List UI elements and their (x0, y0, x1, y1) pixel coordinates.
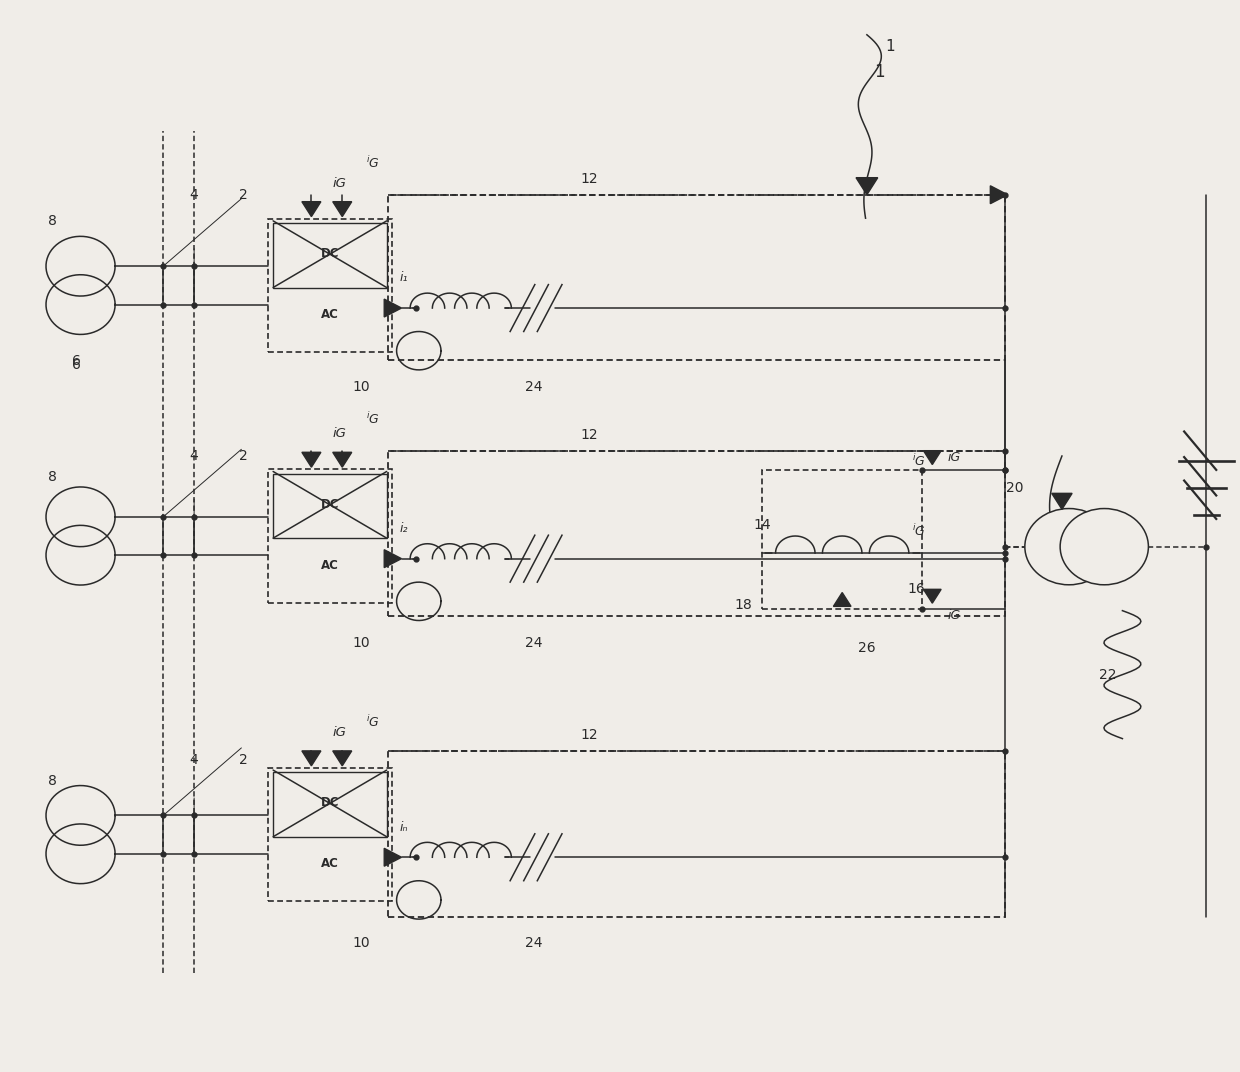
Bar (388, 195, 1006, 360)
Text: DC: DC (321, 796, 340, 809)
Bar (273, 474, 387, 538)
Text: $^i$G: $^i$G (366, 154, 381, 170)
Text: 2: 2 (239, 188, 248, 202)
Circle shape (1060, 508, 1148, 585)
Text: iG: iG (947, 451, 960, 464)
Text: 20: 20 (1007, 481, 1024, 495)
Text: 10: 10 (352, 379, 370, 393)
Polygon shape (384, 848, 402, 866)
Text: AC: AC (321, 559, 339, 571)
Text: 16: 16 (908, 582, 925, 596)
Bar (761, 470, 923, 609)
Text: 24: 24 (525, 936, 542, 951)
Text: iG: iG (332, 726, 347, 739)
Polygon shape (924, 590, 941, 604)
Text: 12: 12 (580, 428, 598, 442)
Text: 4: 4 (190, 753, 198, 766)
Text: 10: 10 (352, 936, 370, 951)
Circle shape (1024, 508, 1114, 585)
Polygon shape (384, 550, 402, 567)
Polygon shape (301, 202, 321, 217)
Polygon shape (991, 185, 1008, 204)
Bar (268, 219, 392, 352)
Polygon shape (1052, 493, 1073, 509)
Text: iₙ: iₙ (399, 820, 408, 834)
Bar (388, 751, 1006, 917)
Text: 1: 1 (885, 39, 895, 54)
Text: 2: 2 (239, 753, 248, 766)
Bar (273, 772, 387, 837)
Text: 12: 12 (580, 729, 598, 743)
Text: $^i$G: $^i$G (911, 523, 926, 538)
Polygon shape (332, 750, 352, 765)
Text: 6: 6 (72, 355, 82, 369)
Text: 8: 8 (47, 471, 57, 485)
Text: 4: 4 (190, 449, 198, 463)
Text: 6: 6 (72, 358, 82, 372)
Text: 8: 8 (47, 214, 57, 228)
Text: $^i$G: $^i$G (366, 714, 381, 730)
Polygon shape (301, 452, 321, 467)
Bar (388, 450, 1006, 616)
Bar (273, 223, 387, 287)
Polygon shape (332, 202, 352, 217)
Text: 24: 24 (525, 636, 542, 650)
Text: 22: 22 (1099, 668, 1116, 682)
Text: 4: 4 (190, 188, 198, 202)
Text: 12: 12 (580, 172, 598, 185)
Bar (268, 768, 392, 902)
Text: 8: 8 (47, 774, 57, 788)
Text: AC: AC (321, 858, 339, 870)
Text: iG: iG (947, 609, 960, 622)
Text: i₂: i₂ (399, 522, 408, 535)
Text: i₁: i₁ (399, 271, 408, 284)
Bar (268, 470, 392, 602)
Text: iG: iG (332, 177, 347, 190)
Text: $^i$G: $^i$G (366, 411, 381, 427)
Polygon shape (856, 178, 878, 195)
Text: 24: 24 (525, 379, 542, 393)
Text: AC: AC (321, 309, 339, 322)
Text: 18: 18 (734, 598, 753, 612)
Text: DC: DC (321, 497, 340, 510)
Text: 2: 2 (239, 449, 248, 463)
Text: 1: 1 (874, 63, 884, 81)
Polygon shape (924, 450, 941, 464)
Text: iG: iG (332, 428, 347, 441)
Polygon shape (384, 299, 402, 317)
Text: DC: DC (321, 247, 340, 259)
Text: $^i$G: $^i$G (911, 453, 926, 470)
Polygon shape (332, 452, 352, 467)
Polygon shape (301, 750, 321, 765)
Text: 14: 14 (753, 519, 771, 533)
Text: 10: 10 (352, 636, 370, 650)
Polygon shape (833, 593, 851, 607)
Text: 26: 26 (858, 641, 875, 655)
